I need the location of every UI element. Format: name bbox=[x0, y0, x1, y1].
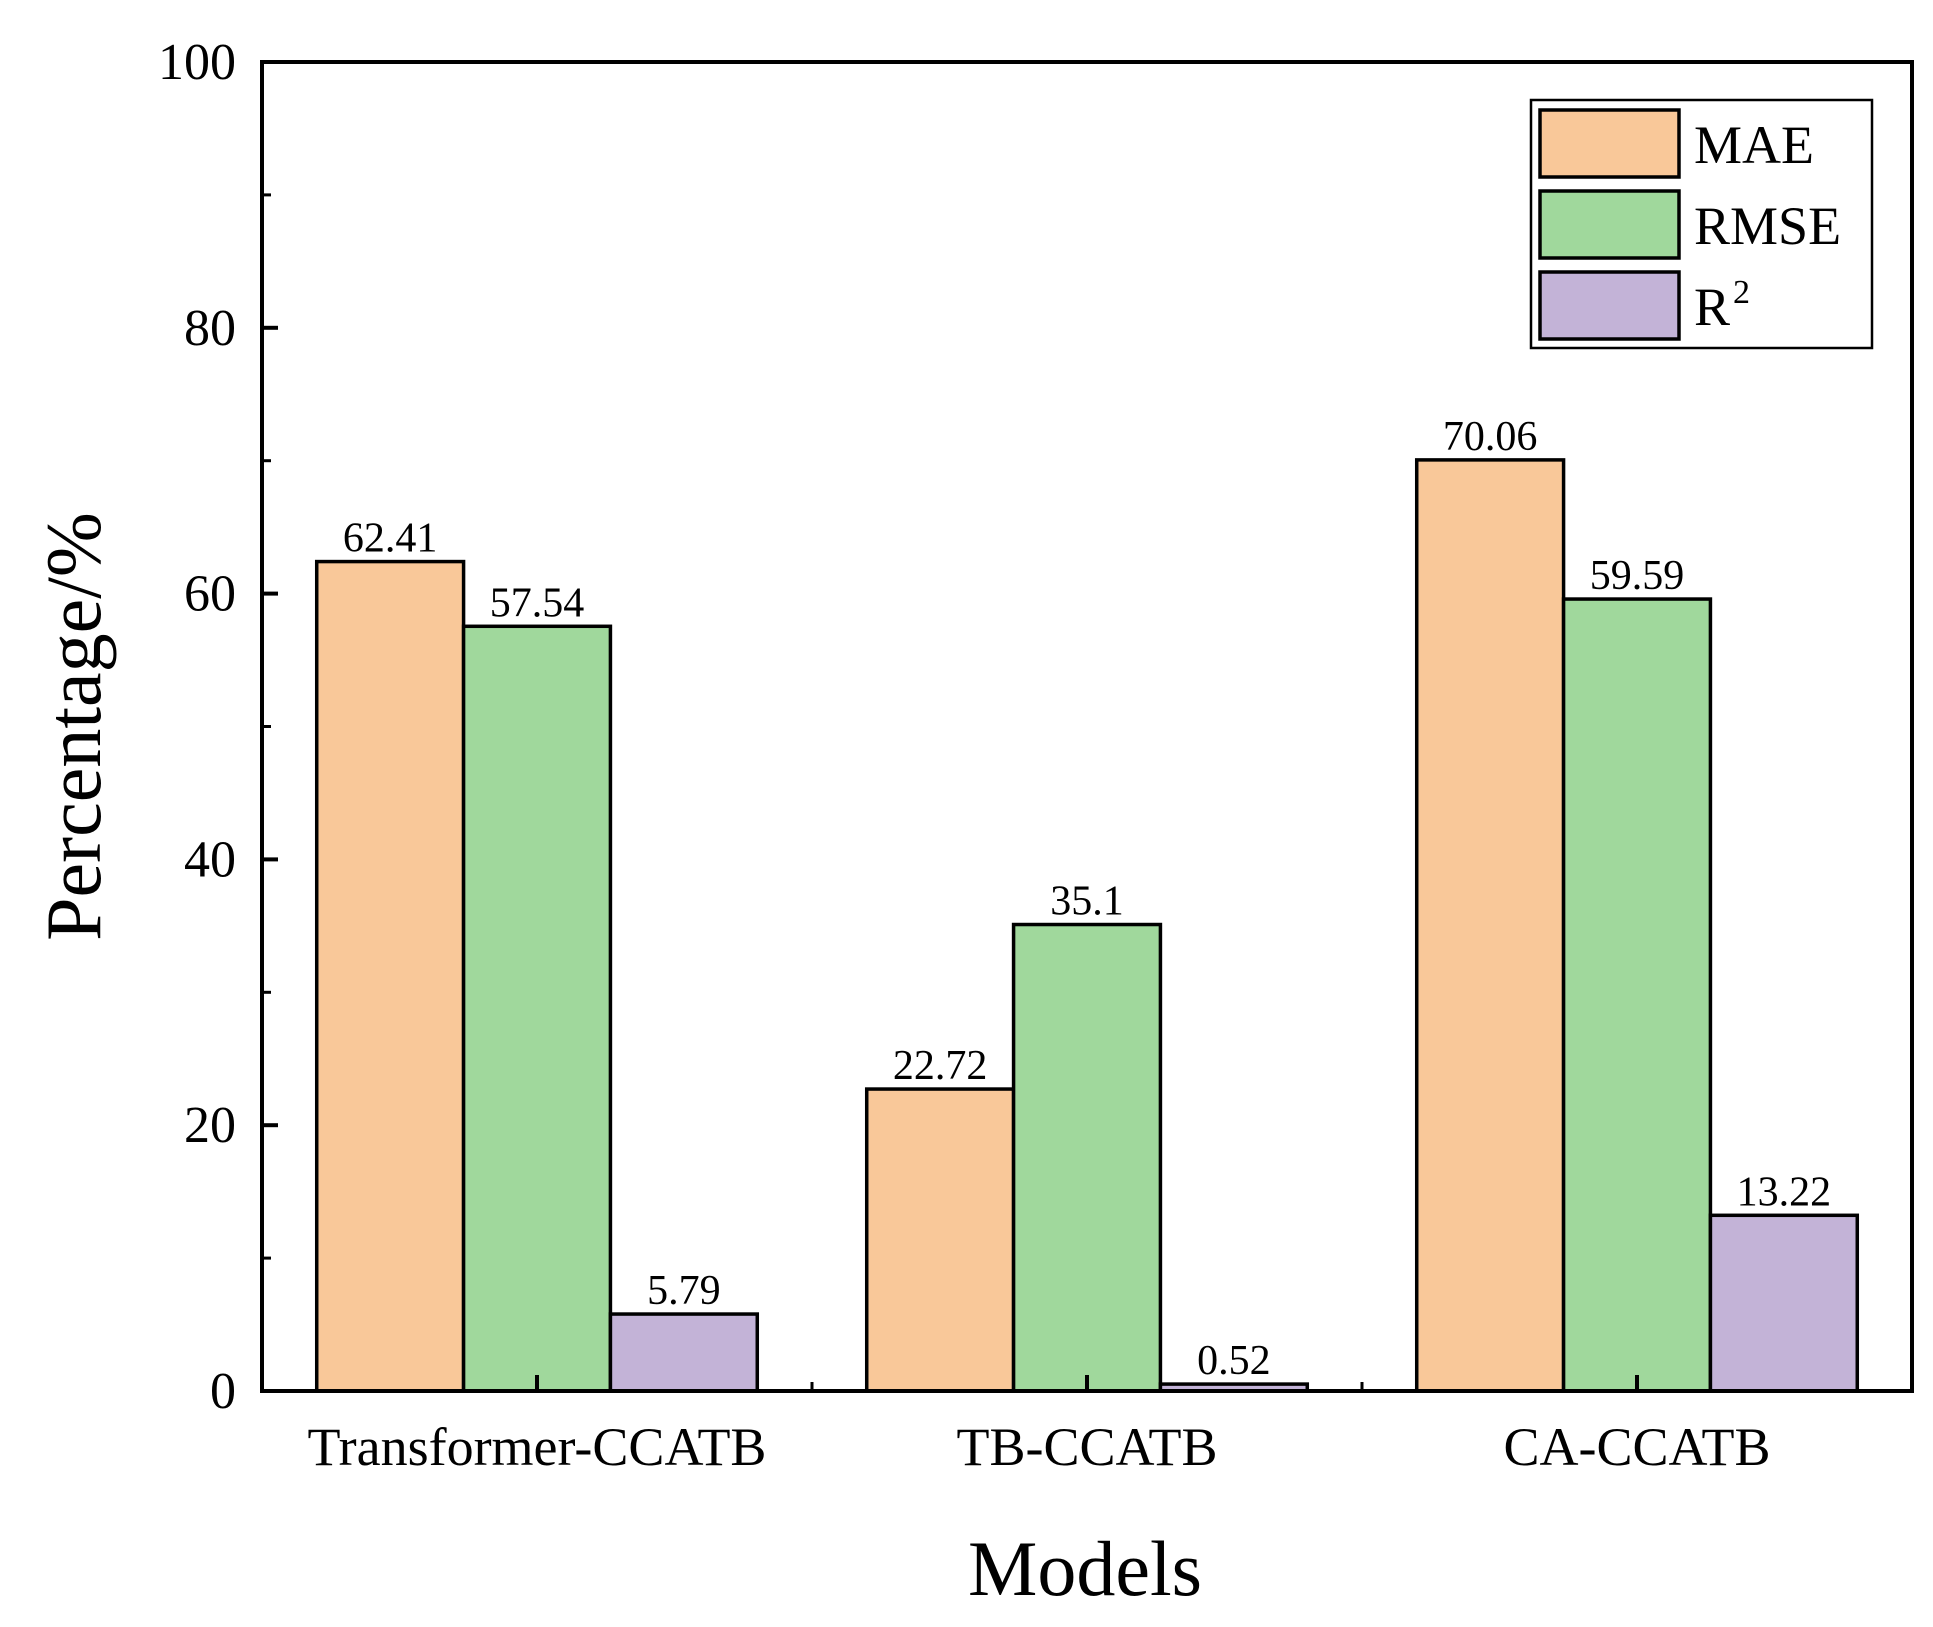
bar-rmse-tb-ccatb bbox=[1011, 922, 1163, 1393]
data-label: 59.59 bbox=[1590, 553, 1685, 599]
bar-rmse-ca-ccatb bbox=[1561, 597, 1713, 1393]
legend-swatch-mae bbox=[1538, 108, 1681, 179]
y-tick-label: 80 bbox=[184, 300, 236, 357]
bars-layer bbox=[314, 458, 1860, 1393]
legend-label: R2 bbox=[1694, 274, 1750, 337]
data-label: 5.79 bbox=[647, 1268, 721, 1314]
legend-label: MAE bbox=[1694, 115, 1814, 175]
legend-swatch-r bbox=[1538, 270, 1681, 341]
data-label: 62.41 bbox=[343, 516, 438, 562]
bar-mae-transformer-ccatb bbox=[314, 559, 466, 1393]
bar-r-transformer-ccatb bbox=[608, 1312, 760, 1393]
data-labels-layer: 62.41 57.54 5.79 22.72 35.1 0.52 70.06 59.59 13.… bbox=[343, 414, 1831, 1384]
y-tick-label: 100 bbox=[158, 34, 236, 91]
bar-rmse-transformer-ccatb bbox=[461, 624, 613, 1393]
x-category-label: Transformer-CCATB bbox=[308, 1417, 767, 1477]
legend: MAE RMSE R2 bbox=[1529, 98, 1874, 350]
data-label: 22.72 bbox=[893, 1043, 988, 1089]
data-label: 57.54 bbox=[490, 580, 585, 626]
data-label: 0.52 bbox=[1197, 1338, 1271, 1384]
bar-mae-ca-ccatb bbox=[1414, 458, 1566, 1393]
y-axis-ticks: 0 20 40 60 80 100 bbox=[158, 34, 278, 1420]
y-tick-label: 20 bbox=[184, 1097, 236, 1154]
x-axis-title: Models bbox=[968, 1525, 1202, 1612]
bar-r-ca-ccatb bbox=[1708, 1213, 1860, 1393]
bar-mae-tb-ccatb bbox=[864, 1087, 1016, 1393]
y-tick-label: 60 bbox=[184, 566, 236, 623]
x-axis-categories: Transformer-CCATB TB-CCATB CA-CCATB bbox=[308, 1417, 1771, 1477]
y-axis-title: Percentage/% bbox=[30, 512, 117, 941]
legend-items: MAE RMSE R2 bbox=[1538, 108, 1841, 341]
data-label: 35.1 bbox=[1050, 879, 1124, 925]
x-category-label: TB-CCATB bbox=[956, 1417, 1217, 1477]
x-axis-ticks bbox=[535, 1375, 1639, 1391]
y-tick-label: 0 bbox=[210, 1363, 236, 1420]
legend-label: RMSE bbox=[1694, 196, 1841, 256]
data-label: 70.06 bbox=[1443, 414, 1538, 460]
x-category-label: CA-CCATB bbox=[1503, 1417, 1770, 1477]
legend-swatch-rmse bbox=[1538, 189, 1681, 260]
data-label: 13.22 bbox=[1737, 1169, 1832, 1215]
y-tick-label: 40 bbox=[184, 831, 236, 888]
